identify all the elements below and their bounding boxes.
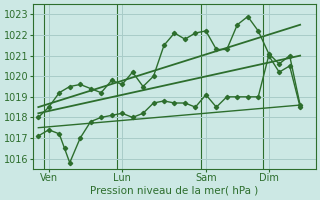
X-axis label: Pression niveau de la mer( hPa ): Pression niveau de la mer( hPa ) — [90, 186, 259, 196]
